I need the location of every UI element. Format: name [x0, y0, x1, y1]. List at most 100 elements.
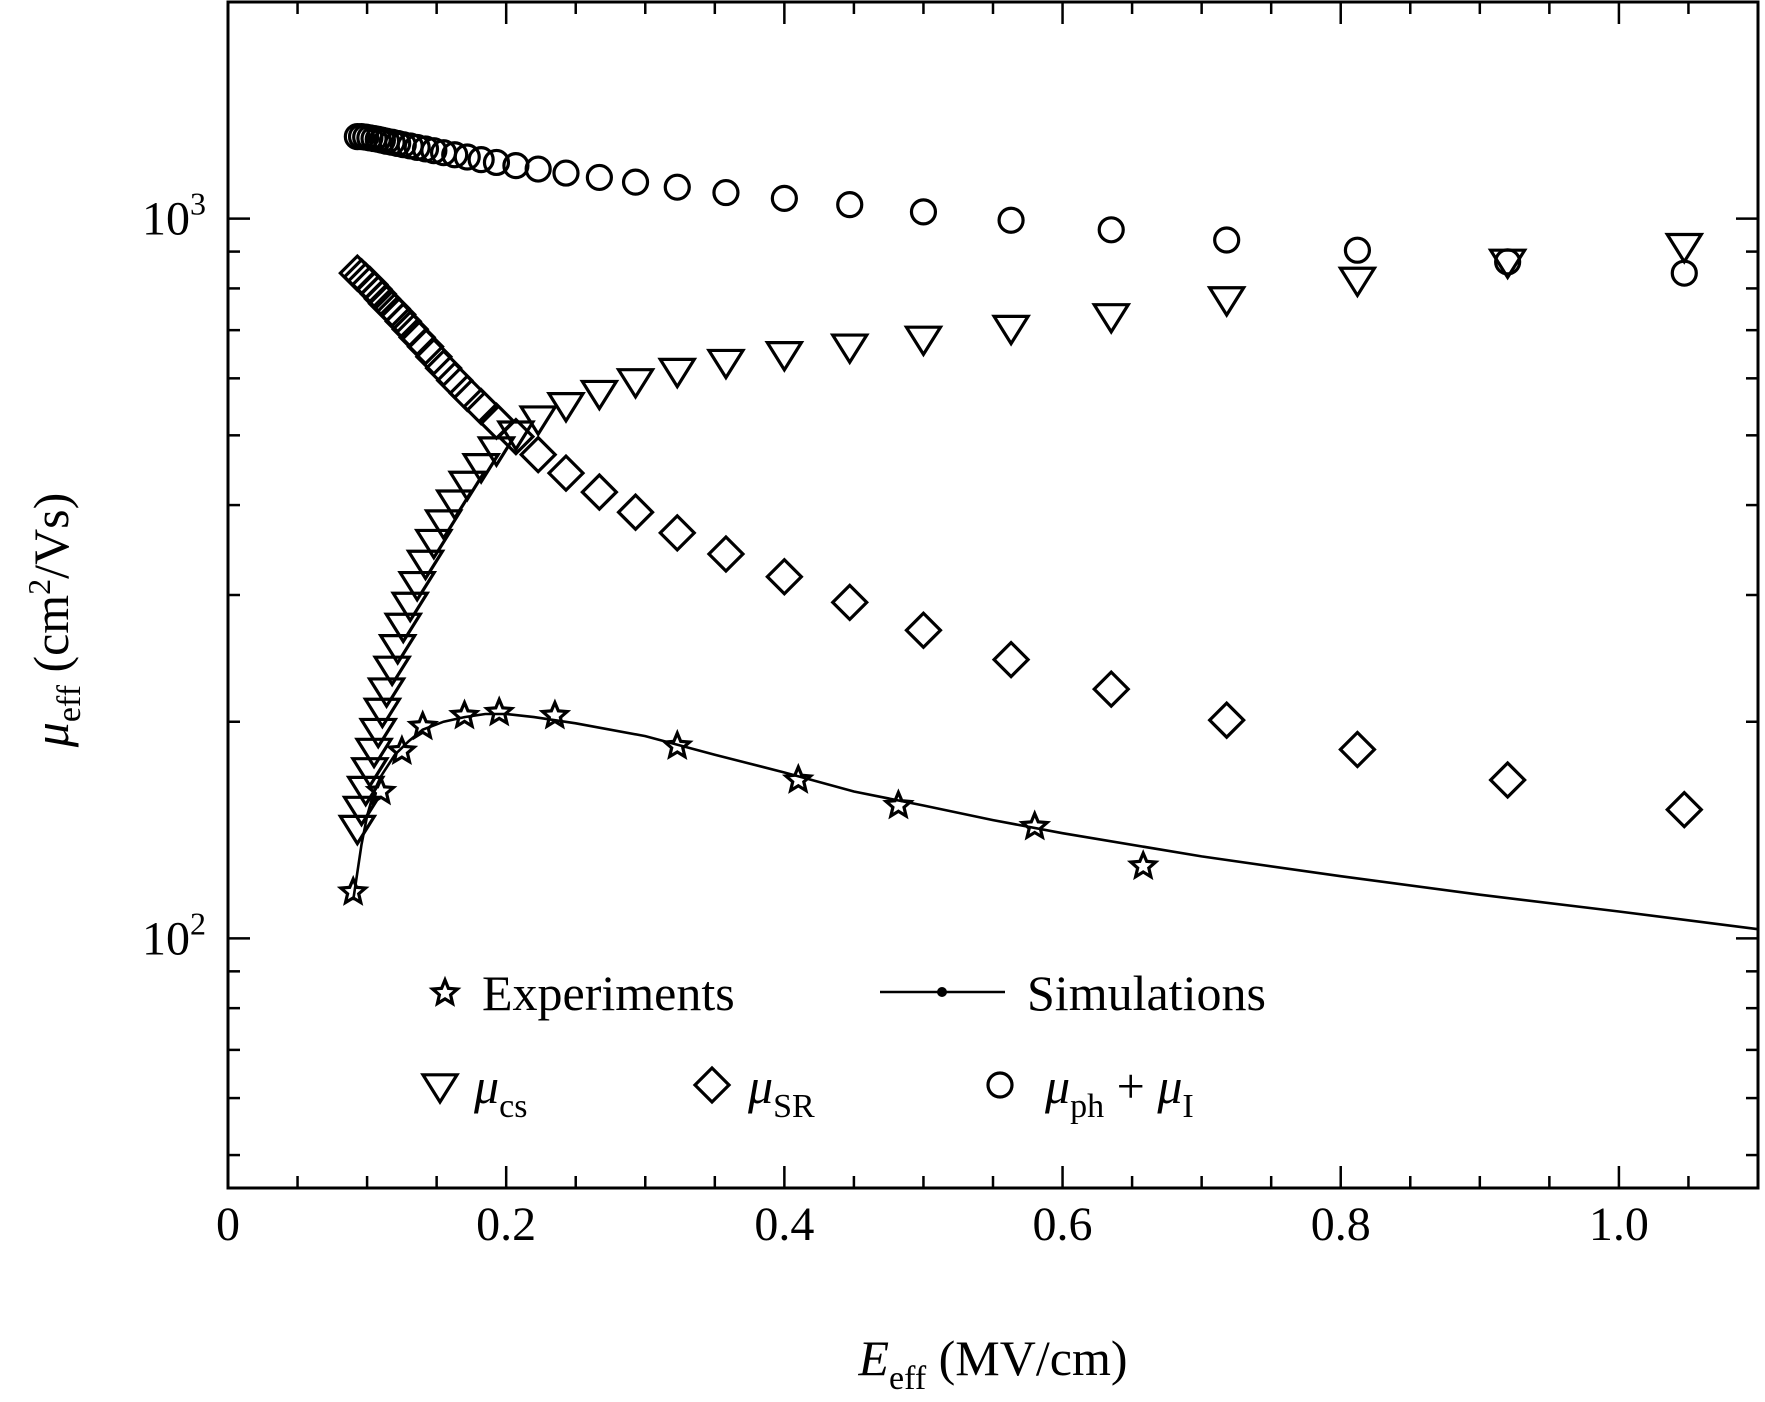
- x-axis-subscript: eff: [889, 1360, 927, 1397]
- x-tick-label: 0.2: [476, 1198, 536, 1251]
- y-axis-symbol: μ: [23, 722, 79, 748]
- mu-ph-i-point: [482, 148, 511, 177]
- mu-sr-point: [830, 583, 869, 622]
- y-axis-unit-sup: 2: [21, 579, 57, 595]
- mu-ph-i-point: [621, 168, 650, 196]
- mu-ph-i-point: [1670, 259, 1698, 287]
- y-axis-subscript: eff: [51, 684, 88, 722]
- mu-cs-point: [366, 677, 407, 710]
- mu-cs-point: [1091, 303, 1132, 335]
- mu-cs-point: [413, 528, 454, 561]
- experiment-point: [385, 734, 419, 766]
- experiment-point: [336, 874, 370, 906]
- experiment-point: [882, 788, 915, 820]
- mu-ph-i-point: [420, 137, 448, 165]
- mu-ph-i-point: [552, 159, 580, 187]
- experiment-point: [448, 698, 481, 730]
- mu-cs-point: [829, 333, 870, 366]
- experiment-point: [660, 728, 694, 760]
- experiment-point: [482, 695, 516, 727]
- mu-ph-i-point: [467, 145, 495, 174]
- legend-mu-cs-label: μcs: [473, 1058, 527, 1125]
- x-axis-symbol: E: [857, 1330, 889, 1386]
- legend-experiments-label: Experiments: [482, 965, 735, 1021]
- experiment-point: [406, 709, 440, 741]
- mu-sr-point: [1665, 790, 1704, 829]
- x-tick-label: 0: [216, 1198, 240, 1251]
- mu-cs-point: [903, 325, 944, 358]
- y-axis-unit-rest: /Vs): [23, 493, 79, 579]
- mu-sr-point: [546, 453, 586, 493]
- mu-sr-point: [1091, 669, 1131, 709]
- mu-sr-point: [616, 492, 655, 532]
- x-tick-label: 0.6: [1033, 1198, 1093, 1251]
- legend-mu-sr-marker: [692, 1065, 732, 1105]
- legend-triangle-icon: [420, 1073, 460, 1106]
- y-tick-exponent: 2: [190, 905, 206, 941]
- mu-cs-point: [1337, 266, 1378, 299]
- mu-sr-point: [1338, 730, 1377, 769]
- experiment-point: [1018, 809, 1052, 841]
- mu-sr-point: [1207, 700, 1246, 740]
- x-tick-labels: 0 0.2 0.4 0.6 0.8 1.0: [216, 1198, 1649, 1251]
- mu-ph-i-point: [1343, 236, 1372, 264]
- experiment-point: [781, 762, 815, 794]
- legend-mu-sr-sub: SR: [773, 1088, 815, 1125]
- mu-ph-i-point: [836, 191, 864, 219]
- mu-sr-point: [496, 417, 536, 456]
- mu-sr-point: [765, 557, 804, 597]
- mu-cs-point: [434, 489, 475, 522]
- mu-ph-i-point: [770, 184, 798, 212]
- mu-sr-point: [580, 472, 619, 512]
- y-tick-exponent: 3: [190, 186, 206, 222]
- mu-sr-point: [706, 534, 746, 574]
- mu-cs-point: [461, 453, 502, 485]
- legend-simulations-label: Simulations: [1027, 965, 1266, 1021]
- mu-ph-i-point: [1213, 226, 1241, 254]
- mu-ph-i-point: [663, 173, 691, 201]
- mu-cs-point: [546, 392, 586, 424]
- y-tick-base: 10: [142, 912, 190, 965]
- mu-sr-point: [904, 610, 943, 650]
- legend-plus: +: [1104, 1058, 1157, 1114]
- legend-star-icon: [428, 975, 462, 1007]
- legend-mu-cs-sub: cs: [499, 1088, 527, 1125]
- mu-sr-point: [477, 402, 516, 441]
- y-axis-label: μeff (cm2/Vs): [21, 493, 88, 749]
- experiment-point: [1126, 849, 1160, 881]
- legend-mu-cs-marker: [420, 1073, 460, 1106]
- mu-cs-point: [1664, 232, 1705, 265]
- mu-ph-i-point: [524, 155, 552, 183]
- legend-mu-i-sub: I: [1182, 1088, 1193, 1125]
- x-tick-label: 0.8: [1311, 1198, 1371, 1251]
- legend-mu-ph-i-marker: [986, 1071, 1014, 1099]
- mu-cs-point: [447, 470, 488, 503]
- legend: Experiments Simulations μcs μSR μph + μI: [420, 965, 1266, 1125]
- x-tick-label: 0.4: [754, 1198, 814, 1251]
- x-tick-label: 1.0: [1589, 1198, 1649, 1251]
- legend-mu-sr-label: μSR: [747, 1058, 815, 1125]
- mu-cs-point: [390, 591, 431, 624]
- legend-simulations-dot: [937, 987, 947, 997]
- experiment-point: [538, 698, 572, 730]
- x-axis-unit: (MV/cm): [926, 1330, 1127, 1386]
- legend-mu-sr-symbol: μ: [747, 1058, 773, 1114]
- mu-ph-i-point: [453, 143, 481, 171]
- plot-frame: [226, 0, 1760, 1190]
- y-tick-label: 103: [142, 186, 206, 246]
- legend-circle-icon: [986, 1071, 1014, 1099]
- mu-cs-point: [372, 655, 413, 688]
- mu-cs-point: [1206, 286, 1247, 318]
- legend-mu-ph-sub: ph: [1070, 1088, 1104, 1125]
- mu-cs-point: [397, 570, 438, 603]
- mu-cs-point: [423, 509, 464, 542]
- legend-experiments-marker: [428, 975, 462, 1007]
- legend-mu-ph-i-label: μph + μI: [1044, 1058, 1194, 1125]
- mu-sr-point: [658, 513, 697, 553]
- y-tick-label: 102: [142, 905, 206, 965]
- y-axis-unit: (cm: [23, 595, 79, 685]
- mu-ph-i-point: [909, 198, 938, 226]
- y-tick-base: 10: [142, 193, 190, 246]
- mu-ph-i-point: [1494, 248, 1522, 276]
